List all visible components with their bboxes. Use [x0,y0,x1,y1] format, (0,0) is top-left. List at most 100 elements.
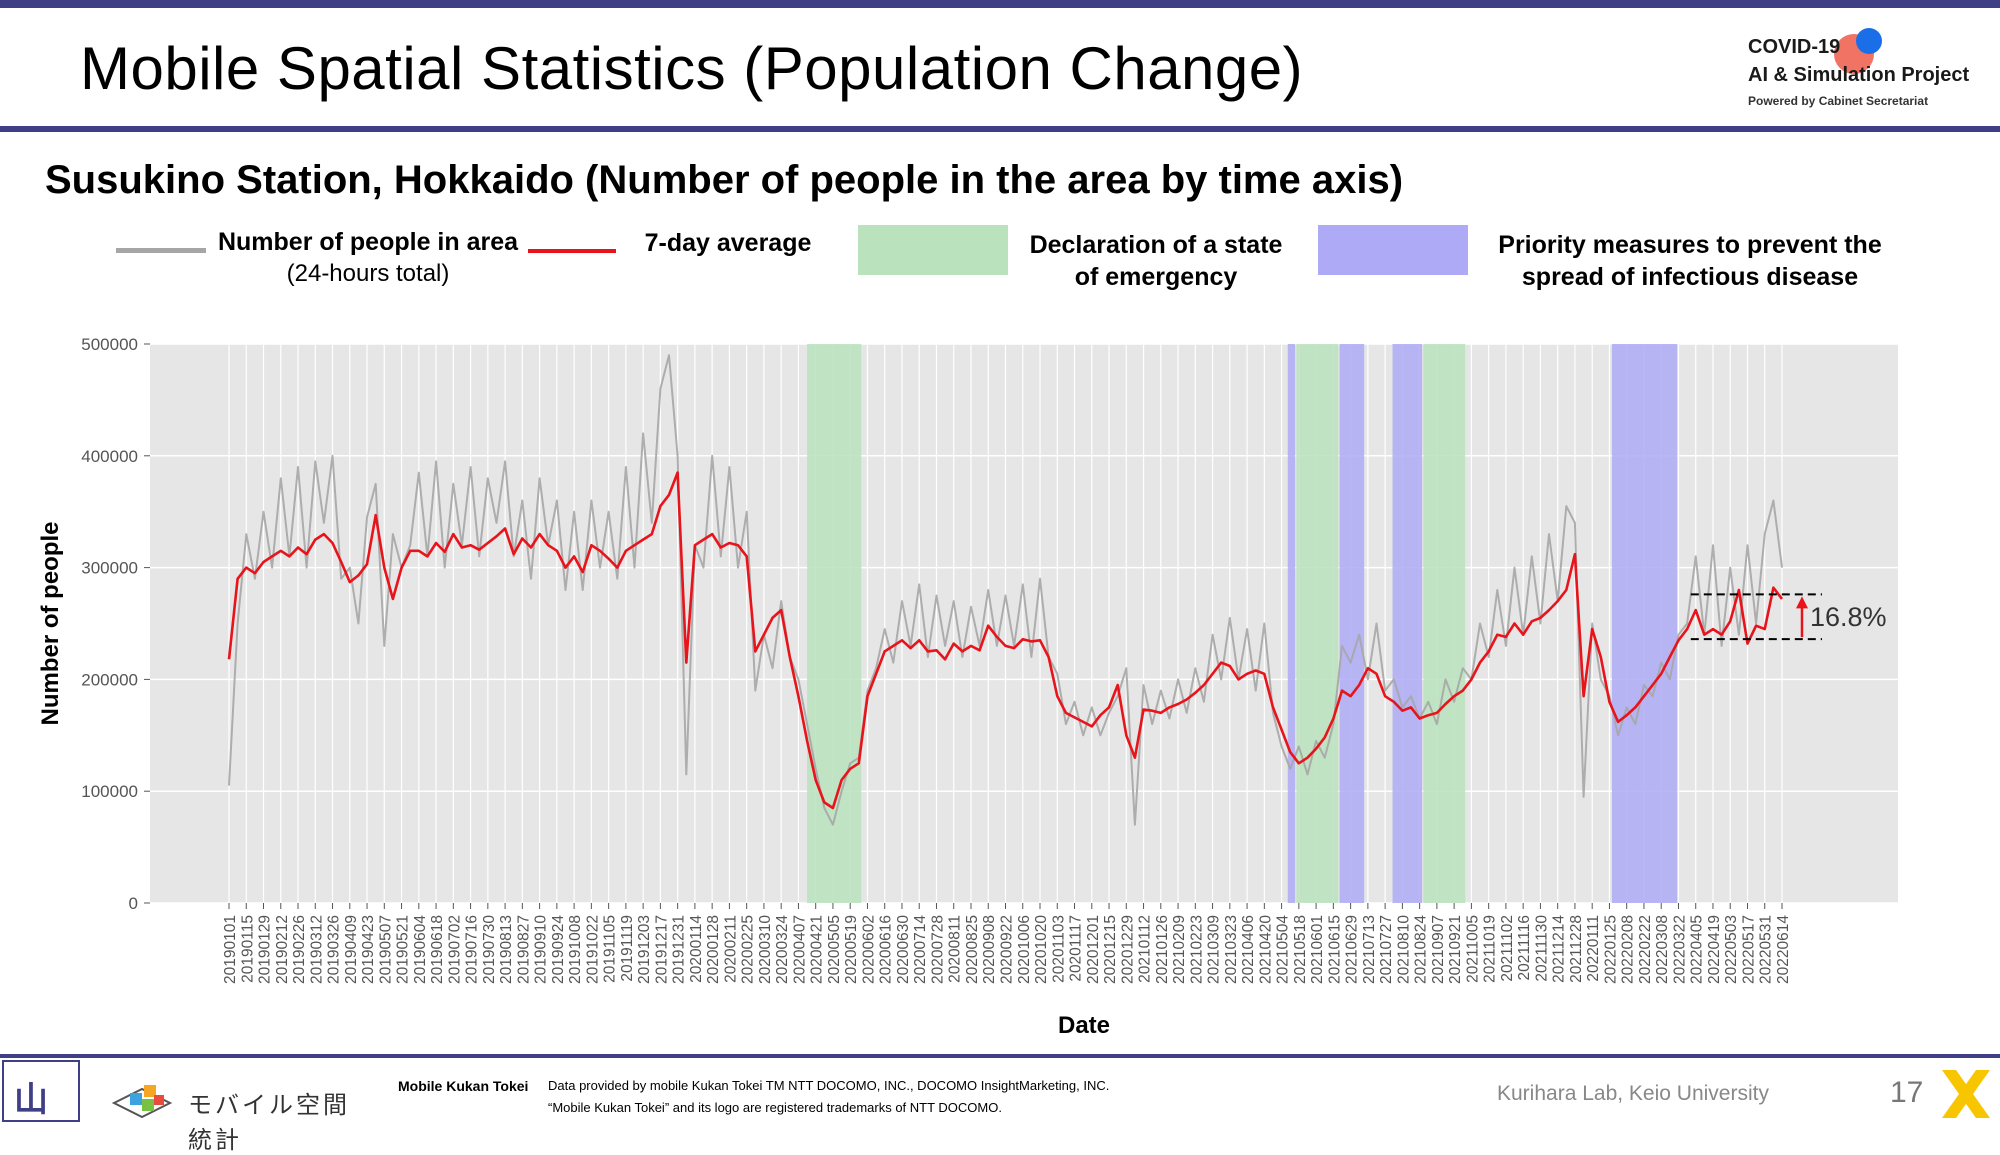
x-tick-label: 20210713 [1361,915,1378,984]
x-tick-label: 20200616 [878,915,895,984]
x-tick-label: 20190326 [326,915,343,984]
x-tick-label: 20190910 [533,915,550,984]
x-axis-label: Date [1058,1012,1110,1039]
annotation-arrow-head-icon [1796,596,1808,609]
logo-line-2: AI & Simulation Project [1748,64,1970,86]
legend-daily-label: Number of people in area [217,228,519,256]
x-tick-label: 20220222 [1637,915,1654,984]
x-tick-label: 20200310 [757,915,774,984]
x-tick-label: 20190212 [274,915,291,984]
x-logo-icon [1942,1070,1990,1118]
x-tick-label: 20190604 [412,915,429,984]
x-tick-label: 20201229 [1119,915,1136,984]
emergency-band [807,344,862,903]
footer-lab-name: Kurihara Lab, Keio University [1497,1082,1769,1105]
x-tick-label: 20210406 [1240,915,1257,984]
mobile-logo-text: モバイル空間統計 [188,1092,350,1154]
plot-background [150,344,1898,903]
x-tick-label: 20191008 [567,915,584,984]
x-tick-label: 20210615 [1326,915,1343,984]
x-tick-label: 20191217 [653,915,670,984]
x-tick-label: 20201215 [1102,915,1119,984]
x-tick-label: 20190129 [257,915,274,984]
x-tick-label: 20210907 [1430,915,1447,984]
x-tick-label: 20200602 [860,915,877,984]
x-tick-label: 20190521 [395,915,412,984]
x-tick-label: 20200728 [929,915,946,984]
chart-subtitle: Susukino Station, Hokkaido (Number of pe… [45,158,1404,202]
x-tick-label: 20190507 [377,915,394,984]
x-tick-label: 20220503 [1723,915,1740,984]
series-line-7day-average [227,471,1784,810]
x-tick-label: 20211130 [1533,915,1550,982]
x-tick-label: 20211228 [1568,915,1585,983]
x-tick-label: 20211005 [1464,915,1481,983]
page-number: 17 [1890,1076,1924,1109]
priority-band [1287,344,1296,903]
legend-avg-label: 7-day average [644,229,812,257]
x-tick-label: 20210824 [1413,915,1430,984]
logo-line-3: Powered by Cabinet Secretariat [1748,94,1929,108]
x-tick-label: 20210601 [1309,915,1326,984]
x-tick-label: 20200811 [947,915,964,983]
x-tick-label: 20190115 [239,915,256,983]
x-tick-label: 20220419 [1706,915,1723,984]
legend-daily-text: Number of people in area (24-hours total… [200,226,536,290]
priority-band [1611,344,1678,903]
legend-priority-text: Priority measures to prevent the spread … [1470,229,1910,293]
x-tick-label: 20190101 [222,915,239,984]
x-tick-label: 20210504 [1275,915,1292,984]
x-tick-label: 20220125 [1602,915,1619,984]
x-tick-label: 20210629 [1344,915,1361,984]
x-tick-label: 20210309 [1206,915,1223,984]
x-tick-label: 20191105 [602,915,619,983]
x-tick-label: 20210223 [1188,915,1205,984]
x-tick-label: 20200407 [791,915,808,984]
x-tick-label: 20200825 [964,915,981,984]
x-tick-label: 20200908 [981,915,998,984]
x-tick-label: 20200519 [843,915,860,984]
legend-daily-sub: (24-hours total) [286,260,450,287]
x-tick-label: 20191022 [584,915,601,984]
x-tick-label: 20200128 [705,915,722,984]
x-tick-label: 20200421 [809,915,826,984]
legend-priority-line1: Priority measures to prevent the [1498,231,1882,259]
x-tick-label: 20220517 [1740,915,1757,984]
lab-logo: 山 [2,1060,80,1122]
x-tick-label: 20190827 [515,915,532,984]
x-tick-label: 20191119 [619,915,636,982]
priority-band [1339,344,1365,903]
x-tick-label: 20200922 [999,915,1016,984]
y-tick-label: 500000 [81,335,138,354]
x-tick-label: 20190312 [308,915,325,984]
x-tick-label: 20201006 [1016,915,1033,984]
y-tick-label: 300000 [81,559,138,578]
legend-emergency-swatch [858,225,1008,275]
footer-brand: Mobile Kukan Tokei [398,1078,529,1094]
x-tick-label: 20210420 [1257,915,1274,984]
legend-priority-swatch [1318,225,1468,275]
x-tick-label: 20210126 [1154,915,1171,984]
x-tick-label: 20220405 [1689,915,1706,984]
x-tick-label: 20200505 [826,915,843,984]
legend-priority-line2: spread of infectious disease [1521,263,1859,291]
x-tick-label: 20210518 [1292,915,1309,984]
x-tick-label: 20201201 [1085,915,1102,984]
x-tick-label: 20200211 [722,915,739,983]
x-tick-label: 20201103 [1050,915,1067,983]
x-tick-label: 20190730 [481,915,498,984]
footer-credit-line-1: Data provided by mobile Kukan Tokei TM N… [548,1078,1110,1093]
y-tick-label: 100000 [81,782,138,801]
x-tick-label: 20200225 [740,915,757,984]
priority-band [1392,344,1423,903]
x-tick-label: 20190423 [360,915,377,984]
slide-title: Mobile Spatial Statistics (Population Ch… [80,35,1304,102]
legend-emergency-text: Declaration of a state of emergency [1010,229,1302,293]
x-tick-label: 20190618 [429,915,446,984]
x-tick-label: 20190702 [446,915,463,984]
x-tick-label: 20191231 [671,915,688,984]
x-tick-label: 20200630 [895,915,912,984]
title-divider [0,126,2000,132]
x-tick-label: 20201020 [1033,915,1050,984]
